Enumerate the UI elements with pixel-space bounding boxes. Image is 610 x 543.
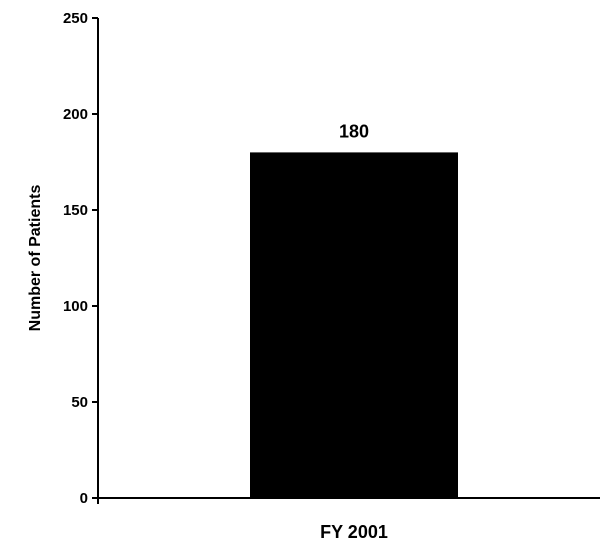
x-axis: FY 2001 bbox=[92, 497, 600, 542]
y-tick-label: 50 bbox=[71, 394, 88, 411]
y-tick-label: 150 bbox=[63, 202, 88, 219]
y-axis-title: Number of Patients bbox=[27, 185, 44, 332]
y-tick-label: 200 bbox=[63, 106, 88, 123]
y-tick-label: 100 bbox=[63, 298, 88, 315]
data-labels: 180 bbox=[339, 121, 369, 141]
y-axis: 0 50 100 150 200 250 bbox=[63, 10, 99, 507]
x-category-label: FY 2001 bbox=[320, 522, 388, 542]
bars bbox=[250, 152, 458, 498]
y-tick-label: 0 bbox=[80, 490, 88, 507]
y-tick-label: 250 bbox=[63, 10, 88, 27]
bar-data-label: 180 bbox=[339, 121, 369, 141]
bar bbox=[250, 152, 458, 498]
